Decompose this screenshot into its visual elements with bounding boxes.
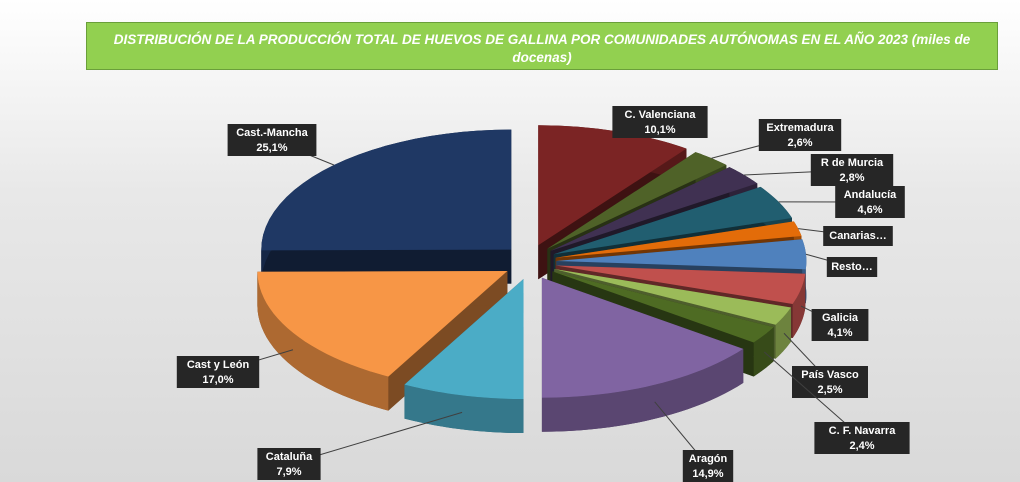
chart-title: DISTRIBUCIÓN DE LA PRODUCCIÓN TOTAL DE H… (86, 22, 998, 70)
category-label: Andalucía (844, 189, 897, 201)
pie-slice (257, 271, 508, 377)
pie-slice (555, 221, 802, 258)
data-label-box (176, 356, 260, 388)
pie-slice (556, 239, 807, 270)
category-label: Cataluña (266, 451, 313, 463)
data-label: 2,6% (787, 137, 812, 149)
category-label: Cast.-Mancha (236, 127, 308, 139)
data-label-box (682, 450, 734, 482)
data-label: 17,0% (202, 374, 233, 386)
pie-slice (552, 271, 774, 343)
category-label: Aragón (689, 453, 728, 465)
category-label: C. Valenciana (625, 109, 697, 121)
slice-side (775, 307, 792, 359)
data-label: 7,9% (276, 466, 301, 478)
pie-slice (541, 277, 744, 398)
data-label-box (758, 119, 842, 151)
data-label-box (227, 124, 317, 156)
category-label: Resto… (831, 261, 873, 273)
category-label: Canarias… (829, 230, 886, 242)
data-label: 10,1% (644, 124, 675, 136)
data-label-box (810, 154, 894, 186)
data-label-box (835, 186, 905, 218)
data-label-box (811, 309, 869, 341)
data-label: 2,8% (839, 172, 864, 184)
data-label: 2,5% (817, 384, 842, 396)
pie-slice (554, 268, 792, 325)
category-label: Galicia (822, 312, 859, 324)
category-label: C. F. Navarra (829, 425, 897, 437)
data-label-box (257, 448, 321, 480)
data-label-box (814, 422, 910, 454)
pie-slice (555, 265, 806, 304)
data-label-box (826, 257, 878, 277)
slice-side (541, 348, 744, 432)
category-label: País Vasco (801, 369, 859, 381)
data-label-box (823, 226, 893, 246)
category-label: Extremadura (766, 122, 834, 134)
category-label: Cast y León (187, 359, 250, 371)
pie-slice (553, 186, 792, 255)
pie-slice (404, 279, 524, 400)
data-label: 4,6% (857, 204, 882, 216)
data-label: 14,9% (692, 468, 723, 480)
data-label: 25,1% (256, 142, 287, 154)
pie-slice (547, 152, 727, 249)
data-label: 4,1% (827, 327, 852, 339)
slice-side (792, 273, 806, 338)
data-label-box (612, 106, 708, 138)
data-label: 2,4% (849, 440, 874, 452)
slice-side (257, 271, 389, 411)
data-label-box (792, 366, 868, 398)
category-label: R de Murcia (821, 157, 884, 169)
pie-slice (261, 129, 512, 251)
pie-slice (538, 125, 687, 246)
slice-side (753, 327, 774, 377)
pie-slice (550, 167, 758, 251)
